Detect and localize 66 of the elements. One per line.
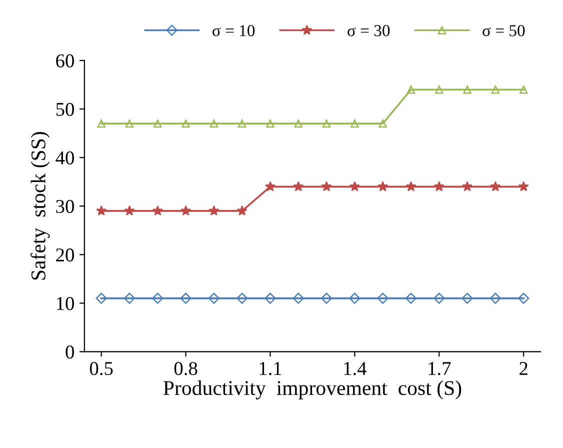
x-tick-label: 2 xyxy=(520,362,528,375)
x-axis-title: Productivity improvement cost (S) xyxy=(163,380,462,400)
point xyxy=(349,292,360,304)
point xyxy=(321,292,332,304)
point xyxy=(406,86,416,94)
point xyxy=(208,205,220,216)
legend-label: σ = 50 xyxy=(482,25,525,36)
point xyxy=(96,292,107,304)
point xyxy=(97,119,106,128)
y-tick-label: 30 xyxy=(56,200,74,214)
y-tick-label: 50 xyxy=(56,102,74,116)
legend-label: σ = 10 xyxy=(212,25,255,36)
point xyxy=(266,119,274,128)
x-tick-label: 1.7 xyxy=(428,362,451,376)
point xyxy=(124,292,136,304)
y-axis-title: Safety stock (SS) xyxy=(30,132,50,280)
point xyxy=(236,292,248,304)
point xyxy=(180,205,192,216)
point xyxy=(293,181,304,192)
point xyxy=(377,292,388,304)
point xyxy=(182,119,190,128)
y-tick-label: 20 xyxy=(56,248,74,262)
point xyxy=(292,292,304,304)
point xyxy=(434,292,445,304)
point xyxy=(238,119,246,128)
legend-label: σ = 30 xyxy=(348,25,390,36)
point xyxy=(463,86,472,94)
point xyxy=(154,119,162,128)
point xyxy=(434,181,444,192)
point xyxy=(491,86,500,94)
point xyxy=(462,181,473,192)
point xyxy=(350,119,359,128)
y-tick-label: 40 xyxy=(56,151,74,164)
point xyxy=(236,205,248,216)
point xyxy=(264,181,276,192)
y-tick-label: 0 xyxy=(66,345,74,359)
point xyxy=(519,86,528,94)
y-tick-label: 60 xyxy=(56,54,74,68)
point xyxy=(378,119,387,128)
point xyxy=(210,119,218,128)
point xyxy=(490,181,501,192)
point xyxy=(321,181,332,192)
point xyxy=(96,205,107,216)
point xyxy=(322,119,331,128)
x-tick-label: 0.8 xyxy=(174,362,198,376)
point xyxy=(462,292,473,304)
point xyxy=(125,119,134,128)
x-tick-label: 1.4 xyxy=(344,362,367,376)
point xyxy=(264,292,276,304)
point xyxy=(349,181,360,192)
y-tick-label: 10 xyxy=(56,296,74,310)
point xyxy=(518,292,530,304)
point xyxy=(405,292,417,304)
point xyxy=(490,292,501,304)
point xyxy=(180,292,192,304)
point xyxy=(294,119,302,128)
point xyxy=(152,292,164,304)
point xyxy=(378,181,388,192)
x-tick-label: 1.1 xyxy=(260,362,282,376)
point xyxy=(208,292,220,304)
point xyxy=(152,205,163,216)
point xyxy=(406,181,416,192)
point xyxy=(518,181,529,192)
point xyxy=(435,86,444,94)
point xyxy=(124,205,135,216)
x-tick-label: 0.5 xyxy=(90,362,113,376)
